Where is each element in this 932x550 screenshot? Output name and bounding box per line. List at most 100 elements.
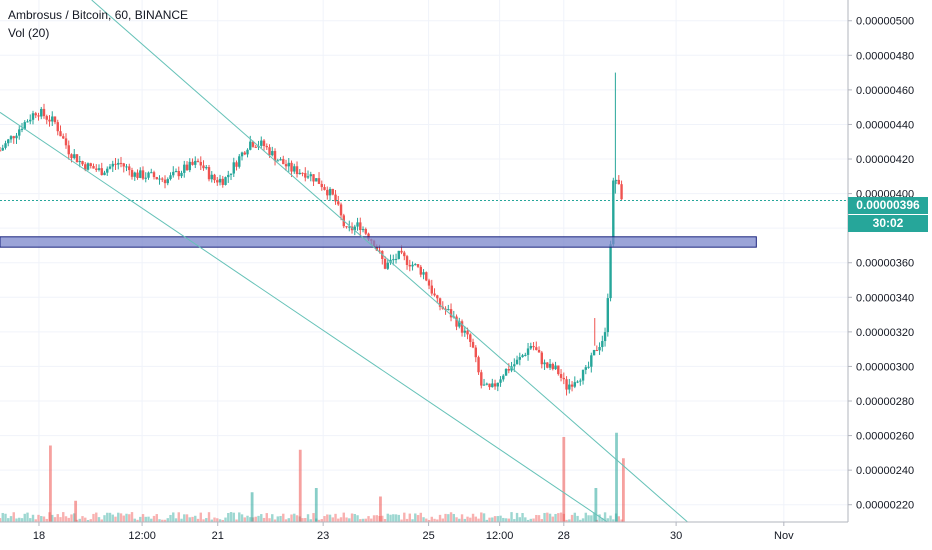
volume-bar — [521, 513, 524, 522]
candle-body — [353, 226, 356, 231]
volume-bar — [326, 514, 329, 522]
time-axis[interactable]: 18 12:00 21 23 25 12:00 28 30 Nov — [0, 521, 848, 542]
candle-body — [108, 166, 112, 169]
volume-bar — [103, 515, 106, 522]
volume-bar — [23, 513, 26, 522]
y-tick-label: 0.00000240 — [856, 465, 914, 477]
candle-body — [40, 108, 43, 117]
volume-bar — [565, 519, 568, 522]
price-axis[interactable]: 0.00000500 0.00000480 0.00000460 0.00000440… — [847, 0, 932, 550]
candle-body — [161, 178, 164, 180]
candle-body — [183, 164, 186, 173]
y-tick-label: 0.00000440 — [856, 119, 914, 131]
candle-body — [570, 384, 574, 387]
candle-body — [568, 384, 571, 390]
x-tick-label: 21 — [212, 530, 224, 542]
candle-body — [375, 247, 378, 251]
candle-body — [339, 204, 343, 216]
volume-bar — [191, 516, 194, 522]
candle-body — [356, 222, 359, 227]
candle-body — [119, 162, 123, 164]
y-tick-label: 0.00000420 — [856, 154, 914, 166]
volume-bar — [609, 515, 612, 522]
candle-body — [392, 259, 395, 261]
candle-body — [469, 334, 472, 342]
candle-body — [524, 354, 527, 356]
candle-body — [488, 383, 491, 388]
candle-body — [62, 136, 65, 139]
candle-body — [397, 250, 400, 259]
volume-bar — [12, 512, 15, 522]
candle-body — [210, 174, 213, 180]
candle-body — [312, 174, 315, 182]
volume-bar — [546, 512, 549, 522]
volume-bar — [271, 514, 274, 522]
volume-bar — [169, 514, 172, 522]
candle-body — [31, 113, 35, 120]
volume-bar — [551, 516, 555, 522]
candle-body — [408, 264, 411, 267]
volume-bar — [161, 519, 164, 522]
x-tick-label: 12:00 — [128, 530, 156, 542]
volume-bar — [53, 517, 57, 522]
volume-bar — [207, 512, 211, 522]
candle-body — [485, 383, 488, 385]
volume-bar — [56, 514, 59, 522]
volume-bar — [507, 518, 510, 522]
candle-body — [53, 116, 57, 123]
volume-bar — [249, 517, 252, 522]
candle-body — [81, 161, 84, 165]
volume-spike — [379, 496, 382, 522]
candle-body — [507, 369, 510, 371]
x-tick-label: 28 — [558, 530, 570, 542]
candle-body — [573, 382, 577, 387]
candle-body — [491, 383, 494, 388]
volume-bar — [1, 512, 4, 522]
volume-bar — [133, 518, 136, 522]
volume-bar — [100, 519, 103, 522]
candle-body — [185, 164, 189, 171]
candle-body — [141, 170, 145, 179]
volume-bar — [485, 519, 488, 522]
volume-bar — [601, 517, 604, 522]
candle-body — [579, 380, 582, 382]
volume-bar — [9, 516, 13, 522]
volume-bar — [447, 514, 450, 522]
volume-spike — [615, 432, 618, 522]
volume-bar — [584, 512, 588, 522]
candle-body — [529, 345, 533, 349]
volume-bar — [392, 514, 395, 522]
candle-body — [496, 382, 499, 387]
volume-bar — [163, 519, 167, 522]
volume-bar — [502, 517, 505, 522]
volume-bar — [114, 516, 117, 522]
volume-bar — [273, 519, 277, 522]
candle-body — [617, 179, 621, 185]
volume-bar — [86, 519, 90, 522]
volume-bar — [540, 519, 544, 522]
volume-bar — [383, 519, 387, 522]
drawings[interactable] — [0, 0, 848, 523]
volume-bar — [364, 518, 367, 522]
candle-body — [240, 152, 244, 157]
volume-bar — [42, 516, 46, 522]
volume-spike — [49, 445, 52, 522]
candle-body — [144, 177, 147, 179]
volume-spike — [74, 500, 78, 522]
volume-bar — [155, 514, 158, 522]
candle-body — [265, 146, 268, 148]
candle-body — [243, 152, 246, 155]
candle-body — [221, 178, 224, 185]
candle-body — [455, 316, 458, 327]
candle-body — [295, 166, 299, 175]
volume-bar — [573, 512, 577, 522]
volume-bar — [317, 519, 321, 522]
volume-bar — [262, 517, 266, 522]
volume-bar — [455, 517, 458, 522]
volume-bar — [438, 514, 442, 522]
candle-body — [92, 166, 95, 169]
candle-body — [425, 272, 428, 281]
volume-bar — [67, 517, 70, 522]
candle-body — [304, 173, 307, 178]
